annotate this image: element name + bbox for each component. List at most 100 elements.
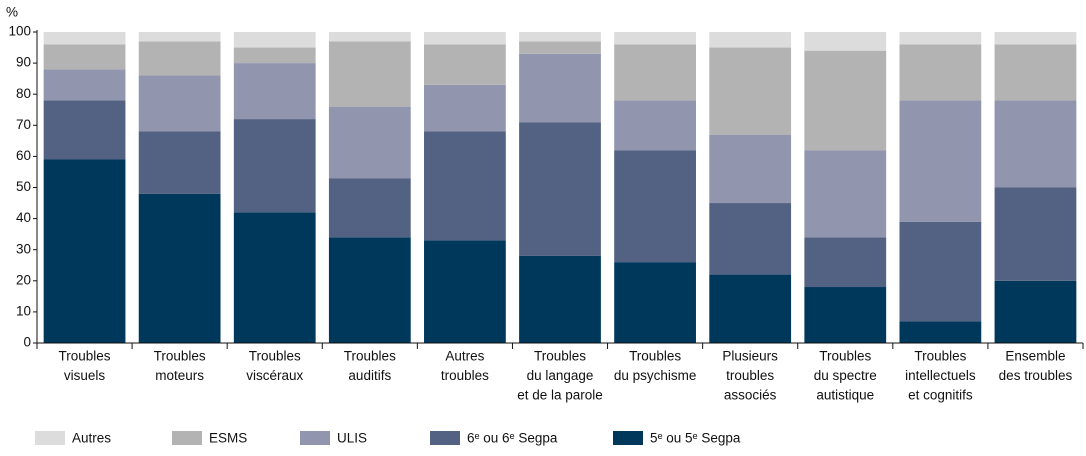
legend-label: ESMS: [209, 431, 247, 446]
bar-segment: [899, 32, 982, 45]
bar-segment: [424, 131, 506, 241]
legend-label: Autres: [72, 431, 111, 446]
bar-segment: [614, 44, 696, 101]
y-tick-label: 100: [8, 24, 31, 39]
x-tick-label: des troubles: [999, 368, 1073, 383]
x-tick-label: Troubles: [344, 349, 396, 364]
bar-segment: [424, 32, 506, 45]
bar-segment: [233, 47, 316, 64]
bar-segment: [519, 255, 601, 343]
bar-segment: [233, 63, 316, 120]
bar-segment: [899, 44, 982, 101]
x-tick-label: Troubles: [629, 349, 681, 364]
bar-segment: [424, 44, 506, 85]
bar-segment: [994, 100, 1077, 188]
x-tick-label: intellectuels: [905, 368, 976, 383]
bar-segment: [994, 44, 1077, 101]
bar-segment: [328, 41, 411, 107]
bar-segment: [804, 50, 887, 151]
bar-segment: [614, 150, 696, 263]
bar-segment: [43, 159, 126, 343]
bar-segment: [519, 41, 601, 54]
x-tick-label: Troubles: [249, 349, 301, 364]
bar-segment: [709, 32, 792, 48]
legend-swatch: [172, 431, 202, 445]
bar-segment: [138, 193, 221, 343]
bar-segment: [424, 240, 506, 343]
bar-segment: [233, 212, 316, 343]
x-tick-label: et de la parole: [517, 388, 603, 403]
bar-segment: [233, 32, 316, 48]
x-tick-label: Troubles: [914, 349, 966, 364]
bar-segment: [43, 32, 126, 45]
bar-segment: [899, 321, 982, 343]
y-tick-label: 40: [16, 210, 31, 225]
x-tick-label: troubles: [726, 368, 774, 383]
y-tick-label: 90: [16, 55, 31, 70]
x-tick-label: Autres: [445, 349, 484, 364]
bar-segment: [43, 100, 126, 160]
y-tick-label: 0: [23, 335, 31, 350]
y-tick-label: 80: [16, 86, 31, 101]
legend-swatch: [35, 431, 65, 445]
bar-segment: [614, 262, 696, 343]
bar-segment: [328, 106, 411, 179]
bar-segment: [328, 32, 411, 42]
x-tick-label: troubles: [441, 368, 489, 383]
legend-swatch: [613, 431, 643, 445]
legend-swatch: [430, 431, 460, 445]
y-tick-label: 50: [16, 179, 31, 194]
bar-segment: [233, 119, 316, 213]
x-tick-label: Ensemble: [1005, 349, 1065, 364]
y-axis-label: %: [6, 5, 18, 20]
x-tick-label: Troubles: [154, 349, 206, 364]
legend-label: 5ᵉ ou 5ᵉ Segpa: [650, 431, 741, 446]
x-tick-label: viscéraux: [246, 368, 303, 383]
bar-segment: [614, 100, 696, 151]
bar-segment: [994, 280, 1077, 343]
y-tick-label: 20: [16, 272, 31, 287]
bar-segment: [709, 47, 792, 135]
bar-segment: [899, 221, 982, 322]
bar-segment: [709, 134, 792, 204]
bar-segment: [519, 32, 601, 42]
y-tick-label: 30: [16, 241, 31, 256]
y-tick-label: 60: [16, 148, 31, 163]
bar-segment: [804, 32, 887, 51]
x-tick-label: Troubles: [534, 349, 586, 364]
y-tick-label: 10: [16, 303, 31, 318]
bar-segment: [43, 44, 126, 70]
bar-segment: [709, 274, 792, 343]
x-tick-label: Troubles: [819, 349, 871, 364]
x-tick-label: du spectre: [814, 368, 877, 383]
bar-segment: [138, 41, 221, 76]
bar-segment: [804, 287, 887, 343]
x-tick-label: Troubles: [59, 349, 111, 364]
bar-segment: [994, 187, 1077, 281]
bar-segment: [519, 53, 601, 123]
bar-segment: [614, 32, 696, 45]
bar-segment: [899, 100, 982, 222]
bar-segment: [994, 32, 1077, 45]
bar-segment: [424, 84, 506, 132]
x-tick-label: auditifs: [348, 368, 391, 383]
x-tick-label: visuels: [64, 368, 106, 383]
bar-segment: [804, 237, 887, 288]
bar-segment: [804, 150, 887, 238]
x-tick-label: moteurs: [155, 368, 204, 383]
bar-segment: [328, 178, 411, 238]
x-tick-label: et cognitifs: [908, 388, 973, 403]
legend-swatch: [300, 431, 330, 445]
bar-segment: [138, 131, 221, 194]
bar-segment: [138, 75, 221, 132]
y-tick-label: 70: [16, 117, 31, 132]
legend-label: 6ᵉ ou 6ᵉ Segpa: [467, 431, 558, 446]
x-tick-label: du psychisme: [614, 368, 697, 383]
x-tick-label: associés: [724, 388, 777, 403]
bar-segment: [43, 69, 126, 101]
bar-segment: [328, 237, 411, 343]
bar-segment: [138, 32, 221, 42]
bar-segment: [709, 203, 792, 275]
